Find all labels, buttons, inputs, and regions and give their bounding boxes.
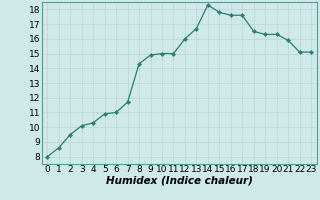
X-axis label: Humidex (Indice chaleur): Humidex (Indice chaleur) <box>106 176 252 186</box>
